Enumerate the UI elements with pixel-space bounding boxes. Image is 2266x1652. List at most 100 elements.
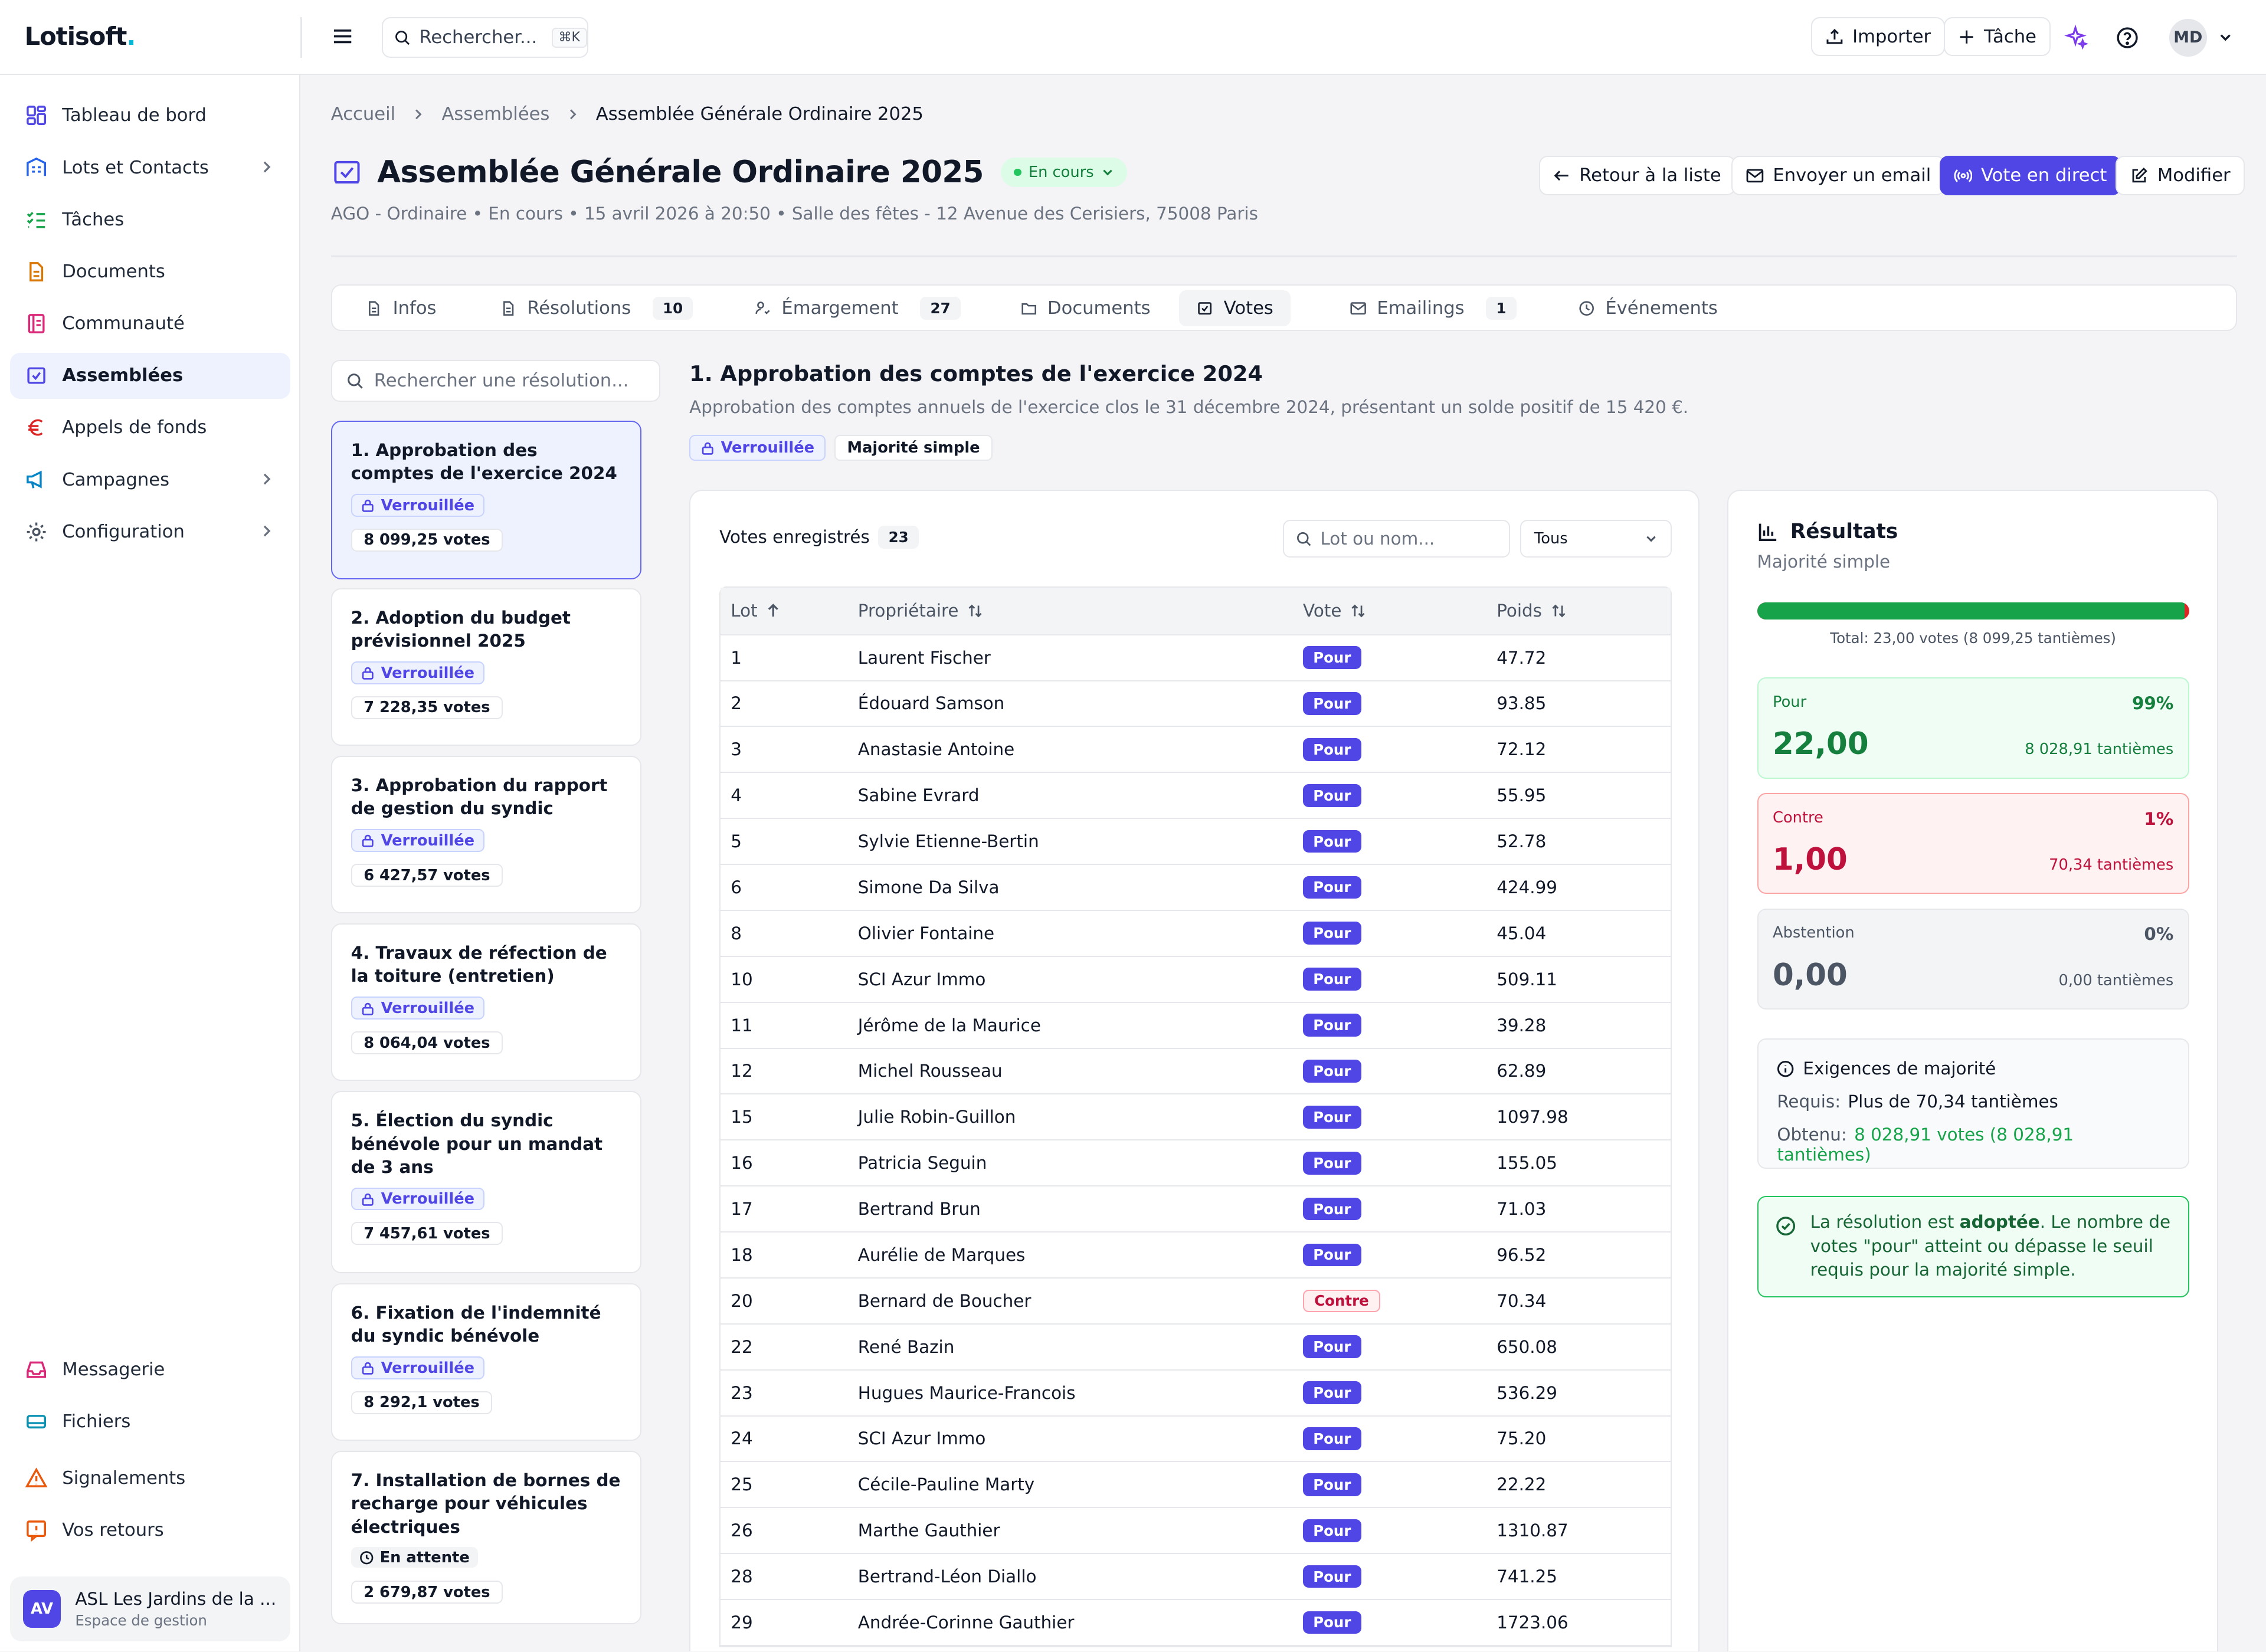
results-total: Total: 23,00 votes (8 099,25 tantièmes) bbox=[1830, 630, 2116, 647]
sidebar-item-messagerie[interactable]: Messagerie bbox=[10, 1346, 290, 1392]
table-row[interactable]: 17 Bertrand Brun Pour 71.03 bbox=[721, 1186, 1671, 1233]
results-progress-fill bbox=[1757, 602, 2185, 620]
tab-emargement[interactable]: Émargement 27 bbox=[737, 290, 978, 326]
column-header-lot[interactable]: Lot bbox=[721, 601, 858, 621]
table-row[interactable]: 28 Bertrand-Léon Diallo Pour 741.25 bbox=[721, 1554, 1671, 1601]
sidebar-item-label: Configuration bbox=[62, 521, 185, 542]
breadcrumb-item[interactable]: Assemblées bbox=[441, 104, 550, 125]
cell-weight: 155.05 bbox=[1497, 1153, 1557, 1174]
live-vote-button[interactable]: Vote en direct bbox=[1939, 156, 2121, 195]
resolution-card[interactable]: 6. Fixation de l'indemnité du syndic bén… bbox=[330, 1283, 642, 1441]
broadcast-icon bbox=[1953, 169, 1972, 182]
tab-emailings[interactable]: Emailings 1 bbox=[1332, 290, 1534, 326]
edit-icon bbox=[2132, 167, 2148, 182]
sidebar-item-tableau-de-bord[interactable]: Tableau de bord bbox=[10, 93, 290, 139]
table-row[interactable]: 20 Bernard de Boucher Contre 70.34 bbox=[721, 1279, 1671, 1325]
status-badge[interactable]: En cours bbox=[1001, 158, 1127, 187]
send-email-button[interactable]: Envoyer un email bbox=[1731, 156, 1946, 195]
chevron-down-icon[interactable] bbox=[2218, 30, 2232, 44]
table-row[interactable]: 2 Édouard Samson Pour 93.85 bbox=[721, 681, 1671, 727]
sidebar-item-configuration[interactable]: Configuration bbox=[10, 509, 290, 555]
document-icon bbox=[369, 301, 379, 316]
new-task-button[interactable]: Tâche bbox=[1943, 17, 2051, 57]
breadcrumb-item[interactable]: Accueil bbox=[330, 104, 396, 125]
sidebar-item-assemblees[interactable]: Assemblées bbox=[10, 352, 291, 399]
sidebar-item-lots-et-contacts[interactable]: Lots et Contacts bbox=[10, 145, 290, 191]
brand-logo[interactable]: Lotisoft. bbox=[24, 21, 136, 51]
table-row[interactable]: 10 SCI Azur Immo Pour 509.11 bbox=[721, 957, 1671, 1003]
vote-badge: Pour bbox=[1303, 1335, 1361, 1359]
tab-infos[interactable]: Infos bbox=[348, 290, 454, 326]
edit-button[interactable]: Modifier bbox=[2116, 156, 2245, 195]
tab-resolutions[interactable]: Résolutions 10 bbox=[482, 290, 710, 326]
table-row[interactable]: 18 Aurélie de Marques Pour 96.52 bbox=[721, 1233, 1671, 1279]
menu-icon[interactable] bbox=[331, 25, 354, 48]
table-row[interactable]: 29 Andrée-Corinne Gauthier Pour 1723.06 bbox=[721, 1600, 1671, 1646]
table-header: Lot Propriétaire Vote Poids bbox=[721, 587, 1671, 635]
table-row[interactable]: 22 René Bazin Pour 650.08 bbox=[721, 1325, 1671, 1371]
table-row[interactable]: 1 Laurent Fischer Pour 47.72 bbox=[721, 635, 1671, 681]
vote-filter-select[interactable]: Tous bbox=[1520, 520, 1672, 558]
search-icon bbox=[348, 373, 363, 389]
sidebar-item-campagnes[interactable]: Campagnes bbox=[10, 457, 290, 503]
sidebar-item-signalements[interactable]: Signalements bbox=[10, 1455, 290, 1501]
table-row[interactable]: 16 Patricia Seguin Pour 155.05 bbox=[721, 1140, 1671, 1187]
table-row[interactable]: 15 Julie Robin-Guillon Pour 1097.98 bbox=[721, 1094, 1671, 1141]
table-row[interactable]: 12 Michel Rousseau Pour 62.89 bbox=[721, 1049, 1671, 1095]
import-button[interactable]: Importer bbox=[1810, 17, 1946, 57]
table-row[interactable]: 11 Jérôme de la Maurice Pour 39.28 bbox=[721, 1003, 1671, 1049]
resolution-card[interactable]: 2. Adoption du budget prévisionnel 2025 … bbox=[330, 588, 642, 746]
table-row[interactable]: 26 Marthe Gauthier Pour 1310.87 bbox=[721, 1508, 1671, 1555]
tab-count: 27 bbox=[920, 297, 961, 320]
column-header-owner[interactable]: Propriétaire bbox=[858, 601, 1303, 621]
table-row[interactable]: 5 Sylvie Etienne-Bertin Pour 52.78 bbox=[721, 819, 1671, 866]
result-for-card: Pour 99% 22,00 8 028,91 tantièmes bbox=[1757, 677, 2189, 779]
resolution-card[interactable]: 7. Installation de bornes de recharge po… bbox=[330, 1450, 642, 1624]
sidebar-item-communaute[interactable]: Communauté bbox=[10, 300, 290, 346]
column-header-vote[interactable]: Vote bbox=[1303, 601, 1497, 621]
cell-lot: 2 bbox=[731, 693, 742, 714]
table-row[interactable]: 25 Cécile-Pauline Marty Pour 22.22 bbox=[721, 1462, 1671, 1509]
table-row[interactable]: 24 SCI Azur Immo Pour 75.20 bbox=[721, 1417, 1671, 1463]
tab-documents[interactable]: Documents bbox=[1003, 290, 1168, 326]
lock-icon bbox=[362, 835, 374, 848]
sort-icon bbox=[1552, 604, 1566, 618]
cell-owner: Sylvie Etienne-Bertin bbox=[857, 831, 1039, 852]
vote-filter-input[interactable]: Lot ou nom... bbox=[1283, 520, 1510, 558]
back-to-list-button[interactable]: Retour à la liste bbox=[1539, 156, 1735, 195]
table-row[interactable]: 4 Sabine Evrard Pour 55.95 bbox=[721, 773, 1671, 820]
table-row[interactable]: 6 Simone Da Silva Pour 424.99 bbox=[721, 865, 1671, 911]
table-row[interactable]: 8 Olivier Fontaine Pour 45.04 bbox=[721, 911, 1671, 957]
user-avatar[interactable]: MD bbox=[2169, 18, 2207, 57]
resolution-card[interactable]: 3. Approbation du rapport de gestion du … bbox=[330, 755, 642, 913]
tab-evenements[interactable]: Événements bbox=[1560, 290, 1735, 326]
megaphone-icon bbox=[26, 471, 42, 489]
resolution-search-input[interactable]: Rechercher une résolution... bbox=[330, 359, 661, 402]
tab-votes[interactable]: Votes bbox=[1178, 290, 1291, 326]
resolution-card[interactable]: 1. Approbation des comptes de l'exercice… bbox=[330, 420, 642, 580]
feedback-icon bbox=[26, 1520, 46, 1542]
sidebar-item-fichiers[interactable]: Fichiers bbox=[10, 1399, 290, 1445]
user-check-icon bbox=[755, 301, 770, 314]
org-avatar: AV bbox=[23, 1590, 61, 1628]
cell-weight: 75.20 bbox=[1497, 1428, 1547, 1449]
mail-icon bbox=[1350, 301, 1366, 314]
resolution-card[interactable]: 4. Travaux de réfection de la toiture (e… bbox=[330, 923, 642, 1081]
cell-owner: Anastasie Antoine bbox=[857, 739, 1015, 760]
column-header-weight[interactable]: Poids bbox=[1497, 601, 1670, 621]
sidebar-item-taches[interactable]: Tâches bbox=[10, 196, 290, 242]
global-search[interactable]: Rechercher... ⌘K bbox=[381, 17, 588, 58]
table-row[interactable]: 23 Hugues Maurice-Francois Pour 536.29 bbox=[721, 1371, 1671, 1417]
help-icon[interactable] bbox=[2114, 25, 2140, 51]
sparkles-icon[interactable] bbox=[2062, 24, 2088, 51]
lock-icon bbox=[362, 500, 374, 513]
sidebar-item-vos-retours[interactable]: Vos retours bbox=[10, 1507, 290, 1553]
vote-badge: Pour bbox=[1303, 1197, 1361, 1221]
sidebar-item-documents[interactable]: Documents bbox=[10, 248, 290, 294]
sidebar-item-appels-de-fonds[interactable]: Appels de fonds bbox=[10, 405, 290, 451]
pending-badge: En attente bbox=[351, 1547, 479, 1568]
resolution-card[interactable]: 5. Élection du syndic bénévole pour un m… bbox=[330, 1090, 642, 1273]
check-circle-icon bbox=[1776, 1217, 1795, 1236]
table-row[interactable]: 3 Anastasie Antoine Pour 72.12 bbox=[721, 727, 1671, 773]
organization-switcher[interactable]: AV ASL Les Jardins de la ... Espace de g… bbox=[10, 1576, 291, 1642]
